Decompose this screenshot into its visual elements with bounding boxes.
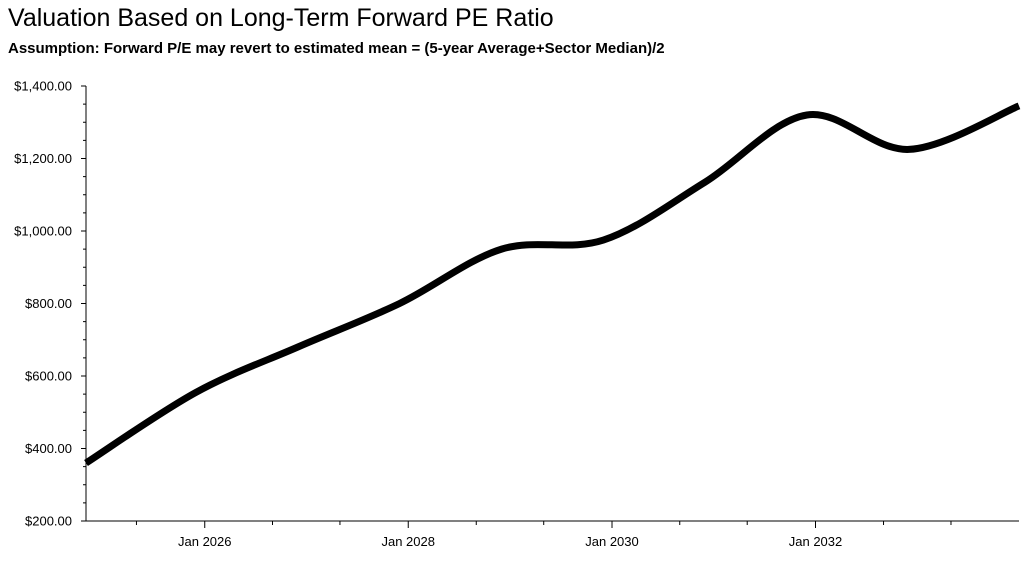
y-tick-label: $400.00: [25, 441, 72, 456]
x-tick-label: Jan 2030: [585, 534, 639, 549]
chart-subtitle: Assumption: Forward P/E may revert to es…: [8, 40, 665, 57]
x-axis: Jan 2026 Jan 2028 Jan 2030 Jan 2032: [86, 520, 1019, 549]
y-tick-label: $1,400.00: [14, 79, 72, 94]
chart-title: Valuation Based on Long-Term Forward PE …: [8, 4, 554, 32]
y-tick-label: $200.00: [25, 514, 72, 529]
y-tick-label: $1,000.00: [14, 224, 72, 239]
x-tick-label: Jan 2028: [381, 534, 435, 549]
plot-area: [84, 102, 1021, 466]
series-line: [84, 102, 1021, 466]
y-tick-label: $600.00: [25, 369, 72, 384]
y-tick-label: $1,200.00: [14, 151, 72, 166]
x-tick-label: Jan 2026: [178, 534, 232, 549]
x-tick-label: Jan 2032: [789, 534, 843, 549]
y-tick-label: $800.00: [25, 296, 72, 311]
y-axis: $200.00 $400.00 $600.00 $800.00 $1,000.00 $1,…: [14, 79, 87, 529]
